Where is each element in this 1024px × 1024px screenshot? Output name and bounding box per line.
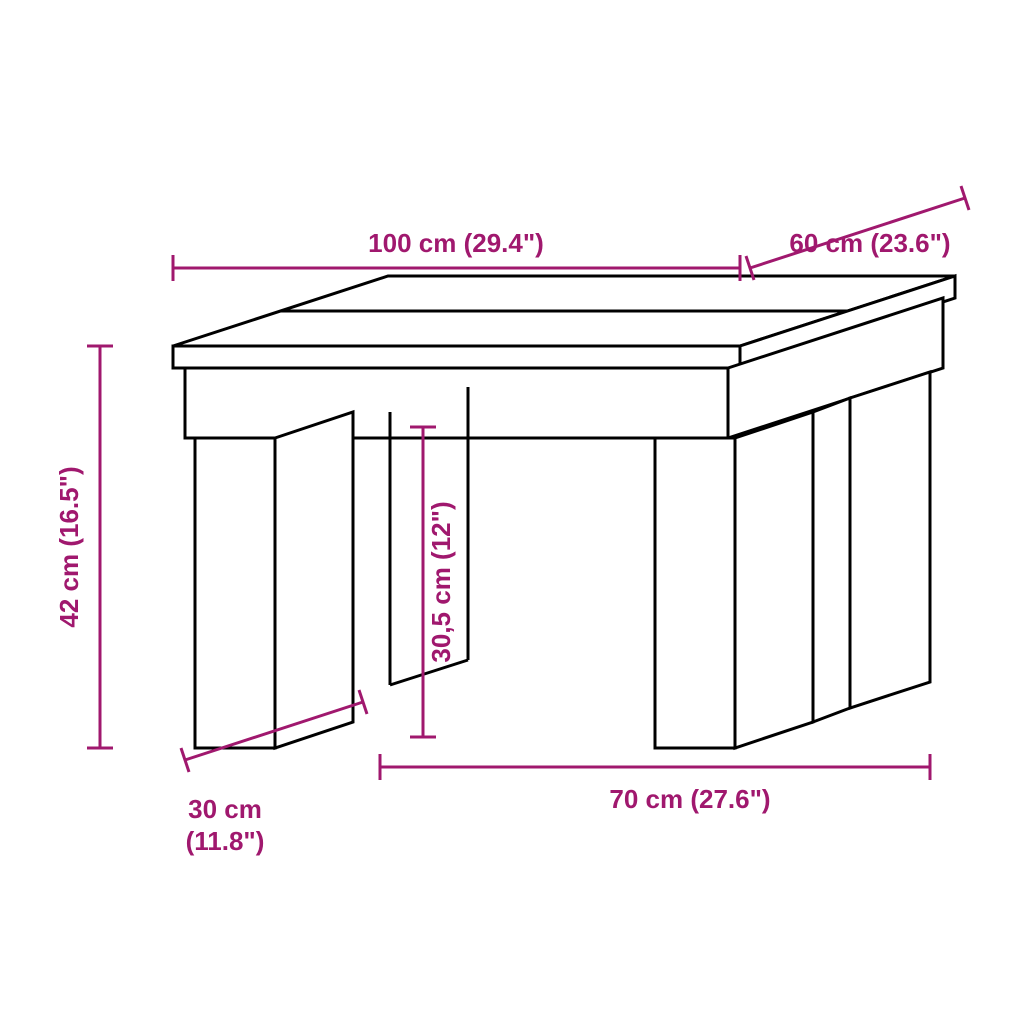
dimension-width: 100 cm (29.4") (173, 228, 740, 281)
depth-label: 60 cm (23.6") (789, 228, 950, 258)
dimension-height: 42 cm (16.5") (54, 346, 113, 748)
dimension-diagram: 100 cm (29.4") 60 cm (23.6") 42 cm (16.5… (0, 0, 1024, 1024)
height-label: 42 cm (16.5") (54, 466, 84, 627)
dimension-inner-width: 70 cm (27.6") (380, 754, 930, 814)
clearance-label: 30,5 cm (12") (426, 501, 456, 662)
table-drawing (173, 276, 955, 748)
width-label: 100 cm (29.4") (368, 228, 544, 258)
leg-depth-label-cm: 30 cm (188, 794, 262, 824)
dimension-depth: 60 cm (23.6") (746, 186, 969, 280)
dimension-clearance: 30,5 cm (12") (410, 427, 456, 737)
inner-width-label: 70 cm (27.6") (609, 784, 770, 814)
leg-depth-label-in: (11.8") (186, 826, 265, 856)
